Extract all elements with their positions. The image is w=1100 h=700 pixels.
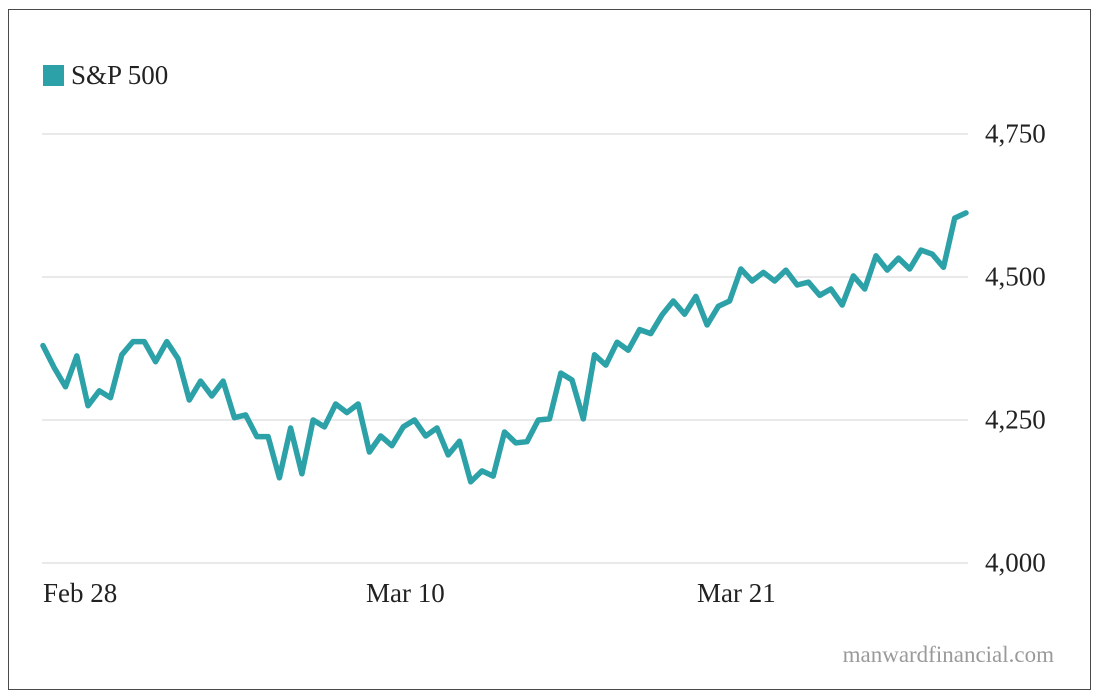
x-tick-feb-28: Feb 28 (43, 578, 118, 608)
chart-frame (8, 9, 1091, 690)
sp500-line (40, 210, 969, 485)
legend-label: S&P 500 (71, 60, 169, 90)
y-tick-4500: 4,500 (985, 261, 1046, 292)
gridlines (42, 133, 968, 564)
x-tick-mar-10: Mar 10 (366, 578, 445, 608)
watermark: manwardfinancial.com (842, 642, 1054, 667)
legend: S&P 500 (43, 60, 168, 91)
y-tick-4000: 4,000 (985, 547, 1046, 578)
legend-swatch-icon (43, 65, 64, 86)
y-tick-4750: 4,750 (985, 118, 1046, 149)
y-tick-4250: 4,250 (985, 404, 1046, 435)
x-tick-mar-21: Mar 21 (697, 578, 776, 608)
